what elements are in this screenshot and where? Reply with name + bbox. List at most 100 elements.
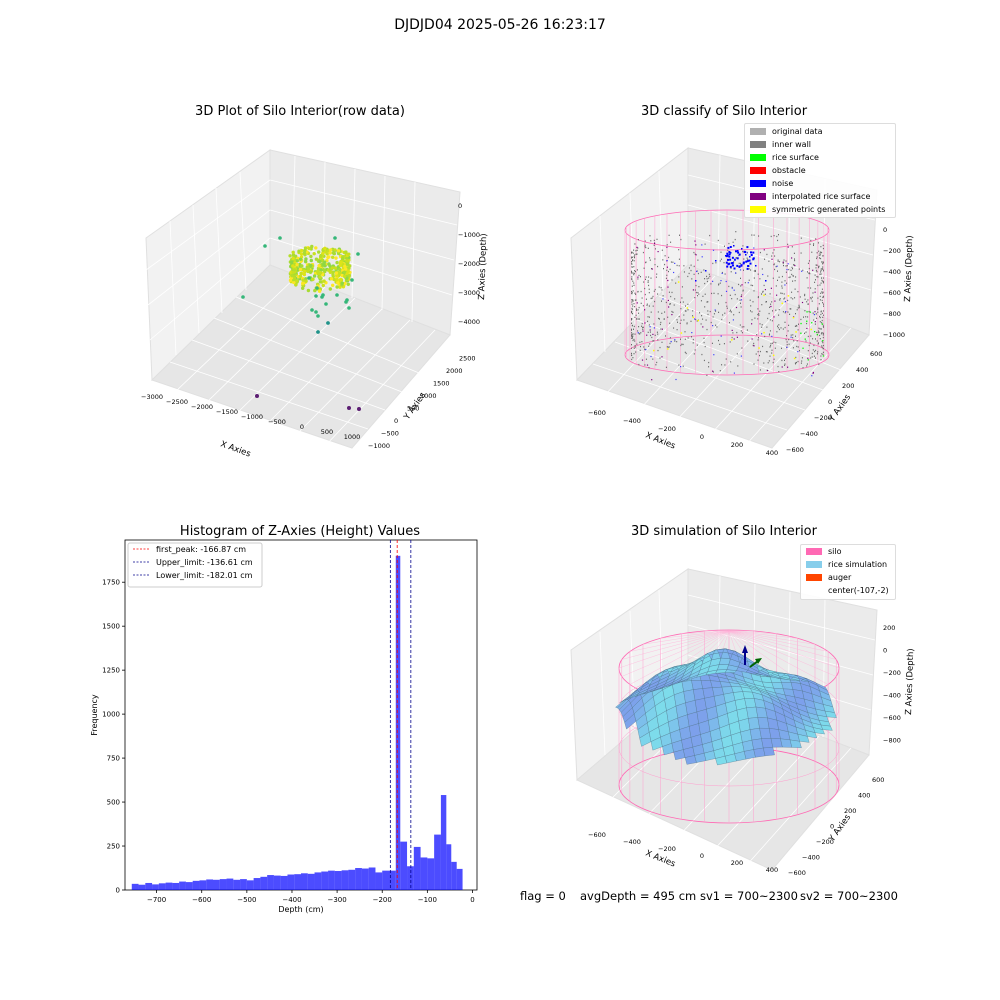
wall-point [655,276,657,278]
raw-data-points [241,236,361,411]
histogram-bar [355,868,362,890]
wall-point [794,258,795,260]
wall-point [651,297,653,299]
wall-point [740,302,741,304]
noise-point [695,280,697,282]
wall-point [650,240,652,242]
wall-point [774,255,776,257]
wall-point [761,326,763,328]
data-point [303,246,308,250]
wall-point [634,346,636,348]
data-point [316,266,321,271]
wall-point [791,291,793,293]
wall-point [644,348,646,350]
wall-point [784,312,786,314]
wall-point [684,351,686,353]
scatter-point [667,286,669,288]
wall-point [783,264,784,267]
wall-point [637,330,639,332]
wall-point [648,276,650,278]
scatter-point [776,294,778,296]
wall-point [654,334,656,336]
tick-label: 0 [883,647,887,655]
wall-point [797,291,799,293]
data-point [301,286,305,290]
wall-point [717,239,719,242]
wall-point [790,334,792,336]
wall-point [817,308,819,311]
histogram-bar [456,868,463,890]
wall-point [777,259,779,261]
scatter-point [649,329,651,331]
noise-point [728,253,731,256]
wall-point [648,367,650,369]
wall-point [781,287,783,289]
wall-point [700,323,702,325]
wall-point [784,359,785,361]
wall-point [633,328,634,330]
wall-point [747,340,749,342]
x-tick-labels: −600 −400 −200 0 200 400 [588,409,778,457]
wall-point [631,256,633,259]
legend-item: noise [750,179,793,191]
wall-point [761,304,763,306]
wall-point [788,324,790,326]
wall-point [698,286,700,288]
wall-point [633,325,635,328]
wall-point [693,273,695,275]
wall-point [682,365,684,367]
wall-point [633,255,635,258]
wall-point [631,278,633,280]
wall-point [692,310,694,312]
silo-roof-edge [621,630,730,677]
scatter-point [814,291,816,293]
wall-point [646,303,648,305]
wall-point [783,298,785,300]
wall-point [815,264,817,266]
wall-point [632,335,633,337]
wall-point [684,338,686,340]
data-point [298,267,303,272]
wall-point [772,252,774,254]
wall-point [815,267,817,269]
wall-point [632,357,634,359]
data-point [299,271,303,276]
data-point [327,262,331,266]
scatter-point [666,260,668,262]
wall-point [668,291,670,293]
data-point [307,276,311,280]
wall-point [818,266,820,269]
wall-point [794,325,796,327]
scatter-point [784,284,786,286]
symmetric-point [667,348,669,350]
wall-point [794,280,796,282]
wall-point [634,333,636,335]
noise-point [729,258,732,261]
tick-label: 200 [731,441,743,449]
wall-point [648,288,650,290]
wall-point [806,322,808,325]
noise-point [746,246,749,249]
wall-point [693,251,695,254]
wall-point [739,299,741,301]
wall-point [633,353,635,355]
wall-point [660,321,662,324]
tick-label: 500 [321,428,333,436]
data-point [345,262,350,266]
data-point [329,277,334,281]
legend-label: silo [828,547,842,556]
scatter-point [712,280,714,282]
data-point [318,280,323,284]
wall-point [736,353,738,355]
surface-patch [746,706,758,719]
data-point [321,283,325,288]
wall-point [765,301,767,303]
scatter-point [776,265,778,267]
wall-point [631,310,632,313]
legend-swatch [806,561,822,568]
wall-point [775,309,777,311]
x-axis-label: X Axies [644,431,677,452]
wall-point [804,310,806,312]
wall-point [734,238,736,241]
wall-point [804,298,806,300]
